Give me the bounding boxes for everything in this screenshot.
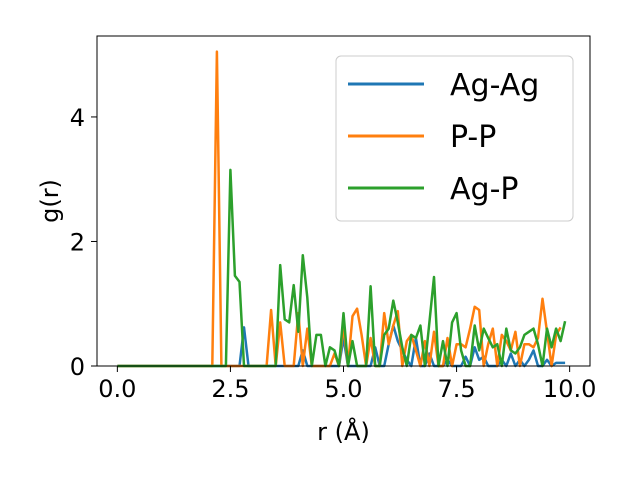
x-tick-label: 5.0 <box>324 375 362 403</box>
y-tick-label: 2 <box>70 228 85 256</box>
legend-label-ag-p: Ag-P <box>450 172 518 207</box>
y-ticks: 0 2 4 <box>70 104 97 381</box>
x-tick-label: 10.0 <box>543 375 596 403</box>
y-tick-label: 4 <box>70 104 85 132</box>
x-tick-label: 2.5 <box>211 375 249 403</box>
legend: Ag-Ag P-P Ag-P <box>335 55 574 222</box>
x-axis-label: r (Å) <box>317 417 370 446</box>
legend-label-ag-ag: Ag-Ag <box>450 68 539 103</box>
y-tick-label: 0 <box>70 353 85 381</box>
y-axis-label: g(r) <box>36 179 64 223</box>
x-ticks: 0.0 2.5 5.0 7.5 10.0 <box>98 366 596 403</box>
x-tick-label: 7.5 <box>437 375 475 403</box>
legend-label-p-p: P-P <box>450 120 496 155</box>
x-tick-label: 0.0 <box>98 375 136 403</box>
series-line-ag-p <box>117 168 567 368</box>
legend-box <box>335 55 574 222</box>
